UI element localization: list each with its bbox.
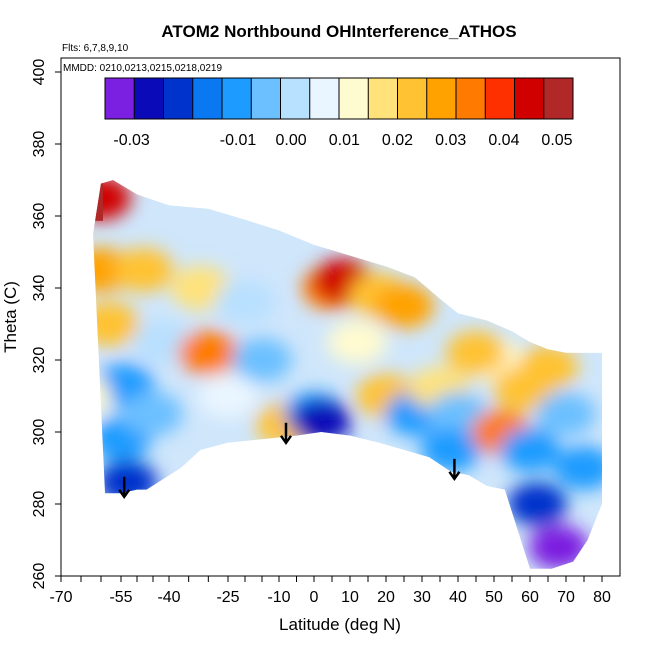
plot-frame [60, 57, 621, 577]
heatmap-cell [327, 320, 388, 364]
colorbar-swatch [192, 78, 223, 119]
x-tick-label: 80 [593, 589, 611, 606]
heatmap-cell [374, 284, 434, 328]
y-tick-label: 260 [31, 563, 48, 590]
colorbar-swatch [543, 78, 574, 119]
x-tick-label: 50 [485, 589, 503, 606]
y-tick-label: 360 [31, 203, 48, 230]
x-tick-label: 30 [413, 589, 431, 606]
heatmap-data [93, 180, 602, 569]
colorbar-tick-label: 0.05 [541, 132, 572, 149]
x-tick-label: 60 [521, 589, 539, 606]
down-arrow-icon [279, 422, 293, 445]
y-tick-label: 300 [31, 419, 48, 446]
heatmap-cell [198, 374, 258, 418]
y-axis: 260 280 300 320 340 360 380 400 [31, 59, 61, 590]
colorbar-tick-label: 0.02 [382, 132, 413, 149]
colorbar-tick-label: 0.04 [488, 132, 519, 149]
colorbar-swatch [222, 78, 252, 119]
x-tick-label: -10 [267, 589, 290, 606]
x-tick-label: 70 [557, 589, 575, 606]
colorbar-tick-label: 0.00 [276, 132, 307, 149]
heatmap-cell [518, 345, 578, 390]
heatmap-cell [97, 460, 158, 505]
x-tick-label: 20 [377, 589, 395, 606]
y-tick-label: 400 [31, 59, 48, 86]
colorbar-swatch [339, 78, 369, 119]
heatmap-cell [507, 482, 568, 526]
colorbar-swatch [163, 78, 194, 119]
heatmap-cell [93, 248, 131, 292]
colorbar-tick-label: 0.01 [329, 132, 360, 149]
colorbar-swatch [105, 78, 135, 119]
flights-subtitle: Flts: 6,7,8,9,10 [62, 43, 129, 54]
y-axis-label: Theta (C) [1, 281, 20, 353]
x-axis: -70 -55 -40 -25 -10 0 10 20 30 40 50 60 70 80 [49, 576, 611, 606]
heatmap-cell [536, 392, 596, 436]
heatmap-cell [113, 248, 174, 292]
heatmap-cell [232, 338, 292, 382]
heatmap-cell [446, 330, 506, 375]
colorbar-swatch [514, 78, 545, 119]
heatmap-cell [132, 320, 193, 364]
x-tick-label: 10 [341, 589, 359, 606]
heatmap-cell [93, 374, 111, 418]
heatmap-cell [215, 280, 275, 325]
heatmap-edge-cell [93, 180, 103, 221]
x-axis-label: Latitude (deg N) [279, 615, 401, 634]
colorbar-swatch [309, 78, 340, 119]
colorbar-swatch [368, 78, 398, 119]
heatmap-cell [420, 428, 481, 472]
colorbar-swatch [485, 78, 515, 119]
heatmap-cell [291, 399, 352, 444]
x-tick-label: -70 [49, 589, 72, 606]
y-tick-label: 340 [31, 275, 48, 302]
colorbar-swatch [426, 78, 457, 119]
y-tick-label: 380 [31, 131, 48, 158]
y-tick-label: 280 [31, 491, 48, 518]
colorbar-tick-label: 0.03 [435, 132, 466, 149]
heatmap-cell [123, 392, 183, 436]
heatmap-cell [93, 302, 139, 346]
arrows [118, 422, 461, 499]
colorbar-swatch [134, 78, 164, 119]
colorbar-swatch [456, 78, 486, 119]
colorbar-swatch [280, 78, 311, 119]
heatmap-cell [178, 330, 239, 375]
x-tick-label: -55 [109, 589, 132, 606]
down-arrow-icon [448, 458, 461, 481]
colorbar-swatch [397, 78, 428, 119]
colorbar-tick-label: -0.01 [220, 132, 257, 149]
x-tick-label: -40 [157, 589, 180, 606]
heatmap-cell [528, 525, 589, 569]
colorbar: -0.03 -0.01 0.00 0.01 0.02 0.03 0.04 0.05 [104, 77, 574, 149]
colorbar-frame [104, 77, 574, 120]
dates-subtitle: MMDD: 0210,0213,0215,0218,0219 [63, 63, 222, 74]
heatmap-blobs [93, 180, 602, 569]
colorbar-tick-label: -0.03 [113, 132, 150, 149]
x-tick-label: 0 [310, 589, 319, 606]
heatmap-clip-group [93, 180, 602, 569]
heatmap-cell [500, 428, 560, 472]
down-arrow-icon [118, 476, 131, 499]
y-tick-label: 320 [31, 347, 48, 374]
colorbar-swatch [251, 78, 281, 119]
heatmap-cell [554, 446, 602, 490]
chart-title: ATOM2 Northbound OHInterference_ATHOS [161, 22, 516, 41]
x-tick-label: -25 [216, 589, 239, 606]
x-tick-label: 40 [449, 589, 467, 606]
